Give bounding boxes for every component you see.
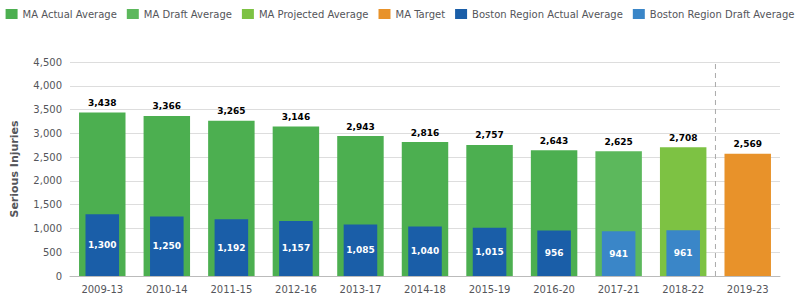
svg-text:3,500: 3,500: [33, 104, 62, 115]
svg-text:4,000: 4,000: [33, 80, 62, 91]
svg-text:941: 941: [609, 249, 628, 259]
svg-text:1,085: 1,085: [346, 245, 374, 255]
svg-text:2019-23: 2019-23: [727, 284, 769, 295]
svg-text:2011-15: 2011-15: [210, 284, 252, 295]
svg-text:956: 956: [545, 248, 564, 258]
svg-text:2,643: 2,643: [540, 136, 568, 146]
svg-text:3,438: 3,438: [88, 98, 116, 108]
svg-text:1,192: 1,192: [217, 243, 245, 253]
svg-text:2,816: 2,816: [411, 128, 439, 138]
svg-text:2,757: 2,757: [475, 130, 503, 140]
svg-text:2,708: 2,708: [669, 133, 697, 143]
svg-text:2014-18: 2014-18: [404, 284, 446, 295]
svg-text:MA Draft Average: MA Draft Average: [144, 9, 232, 20]
svg-text:500: 500: [43, 247, 62, 258]
svg-text:2009-13: 2009-13: [81, 284, 123, 295]
svg-text:Boston Region Draft Average: Boston Region Draft Average: [650, 9, 795, 20]
svg-text:961: 961: [674, 248, 693, 258]
svg-text:2017-21: 2017-21: [598, 284, 640, 295]
svg-text:1,300: 1,300: [88, 240, 116, 250]
svg-text:2,569: 2,569: [733, 139, 761, 149]
svg-text:0: 0: [56, 271, 62, 282]
svg-text:1,250: 1,250: [153, 241, 181, 251]
svg-text:2,625: 2,625: [604, 137, 632, 147]
svg-text:1,015: 1,015: [475, 247, 503, 257]
svg-text:Serious Injuries: Serious Injuries: [8, 120, 21, 218]
svg-text:MA Actual Average: MA Actual Average: [23, 9, 117, 20]
svg-text:2,000: 2,000: [33, 175, 62, 186]
svg-text:1,040: 1,040: [411, 246, 439, 256]
svg-text:Boston Region Actual Average: Boston Region Actual Average: [472, 9, 623, 20]
svg-text:1,500: 1,500: [33, 199, 62, 210]
svg-text:MA Target: MA Target: [396, 9, 446, 20]
svg-text:1,000: 1,000: [33, 223, 62, 234]
svg-text:MA Projected Average: MA Projected Average: [259, 9, 369, 20]
svg-text:3,366: 3,366: [153, 101, 181, 111]
svg-text:2018-22: 2018-22: [662, 284, 704, 295]
svg-text:2013-17: 2013-17: [340, 284, 382, 295]
svg-text:2016-20: 2016-20: [533, 284, 575, 295]
svg-text:3,000: 3,000: [33, 128, 62, 139]
svg-text:3,146: 3,146: [282, 112, 310, 122]
svg-text:1,157: 1,157: [282, 243, 310, 253]
svg-text:2,943: 2,943: [346, 122, 374, 132]
svg-text:2,500: 2,500: [33, 152, 62, 163]
svg-text:2012-16: 2012-16: [275, 284, 317, 295]
svg-text:2015-19: 2015-19: [469, 284, 511, 295]
svg-text:2010-14: 2010-14: [146, 284, 188, 295]
svg-text:4,500: 4,500: [33, 57, 62, 68]
svg-text:3,265: 3,265: [217, 106, 245, 116]
